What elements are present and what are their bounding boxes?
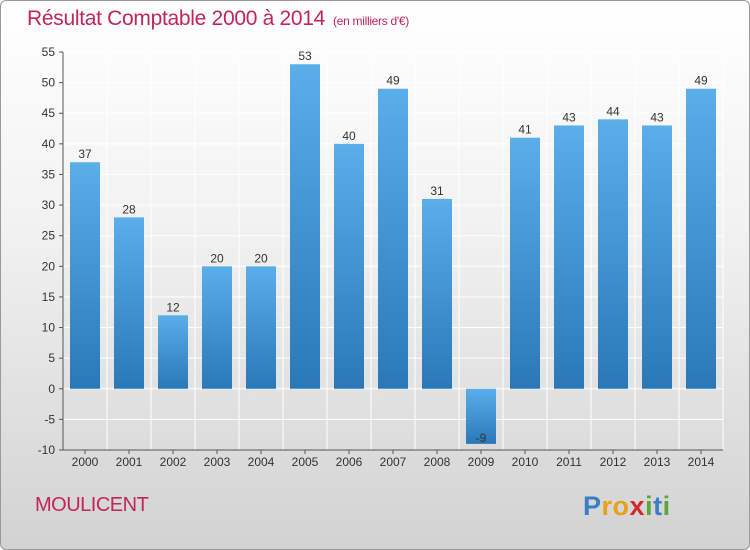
y-tick-label: 20 [42,259,56,273]
y-tick-label: 45 [42,106,56,120]
chart-subtitle: (en milliers d'€) [333,14,409,28]
data-label: 53 [298,49,312,63]
logo-letter: x [629,491,646,521]
bar-2013 [642,125,672,389]
data-label: 49 [386,74,400,88]
logo-letter: P [583,491,602,521]
data-label: 28 [122,202,136,216]
bar-2003 [202,266,232,389]
x-tick-label: 2004 [248,455,275,469]
x-tick-label: 2001 [116,455,143,469]
y-tick-label: 15 [42,290,56,304]
y-tick-label: 40 [42,137,56,151]
logo-letter: t [653,491,663,521]
bar-2002 [158,315,188,389]
bar-2005 [290,64,320,389]
data-label: 43 [650,110,664,124]
y-tick-label: 10 [42,321,56,335]
data-label: 20 [254,251,268,265]
bar-2000 [70,162,100,389]
commune-name: MOULICENT [35,494,149,516]
data-label: 43 [562,110,576,124]
bar-2012 [598,119,628,389]
bar-2008 [422,198,452,389]
chart-title-text: Résultat Comptable 2000 à 2014 [27,7,326,30]
x-tick-label: 2009 [468,455,495,469]
proxiti-logo[interactable]: Proxiti [583,491,671,522]
x-tick-label: 2008 [424,455,451,469]
x-tick-label: 2005 [292,455,319,469]
bar-2001 [114,217,144,389]
x-tick-label: 2003 [204,455,231,469]
bars [70,64,716,444]
data-label: 37 [78,147,92,161]
y-tick-label: 0 [48,382,55,396]
x-tick-label: 2014 [688,455,715,469]
axes: -10 -5 0 5 10 15 20 25 30 35 40 45 50 55 2000 2001 2002 2… [38,45,723,469]
x-tick-label: 2013 [644,455,671,469]
bar-2014 [686,88,716,389]
bar-2011 [554,125,584,389]
y-tick-label: 25 [42,229,56,243]
data-label: 41 [518,123,532,137]
logo-letter: i [645,491,654,521]
y-tick-label: 5 [48,351,55,365]
bar-2007 [378,88,408,389]
logo-letter: o [612,491,630,521]
data-label: 49 [694,74,708,88]
logo-letter: i [662,491,671,521]
x-tick-label: 2000 [72,455,99,469]
data-label: -9 [476,431,487,445]
x-tick-label: 2012 [600,455,627,469]
x-tick-label: 2010 [512,455,539,469]
bar-2009 [466,388,496,444]
bar-2010 [510,137,540,389]
data-label: 40 [342,129,356,143]
y-tick-label: -5 [44,412,55,426]
x-tick-label: 2002 [160,455,187,469]
y-tick-label: -10 [38,443,56,457]
y-tick-label: 55 [42,45,56,59]
logo-letter: r [601,491,613,521]
data-label: 44 [606,104,620,118]
data-label: 12 [166,300,180,314]
data-labels: 37 28 12 20 20 53 40 49 31 -9 41 43 44 43 49 [78,49,708,445]
y-tick-label: 35 [42,167,56,181]
x-tick-label: 2007 [380,455,407,469]
x-tick-label: 2006 [336,455,363,469]
data-label: 20 [210,251,224,265]
chart-title: Résultat Comptable 2000 à 2014 (en millie… [27,7,409,31]
data-label: 31 [430,184,444,198]
y-tick-label: 50 [42,76,56,90]
x-tick-label: 2011 [556,455,582,469]
bar-2006 [334,143,364,389]
y-tick-label: 30 [42,198,56,212]
bar-2004 [246,266,276,389]
